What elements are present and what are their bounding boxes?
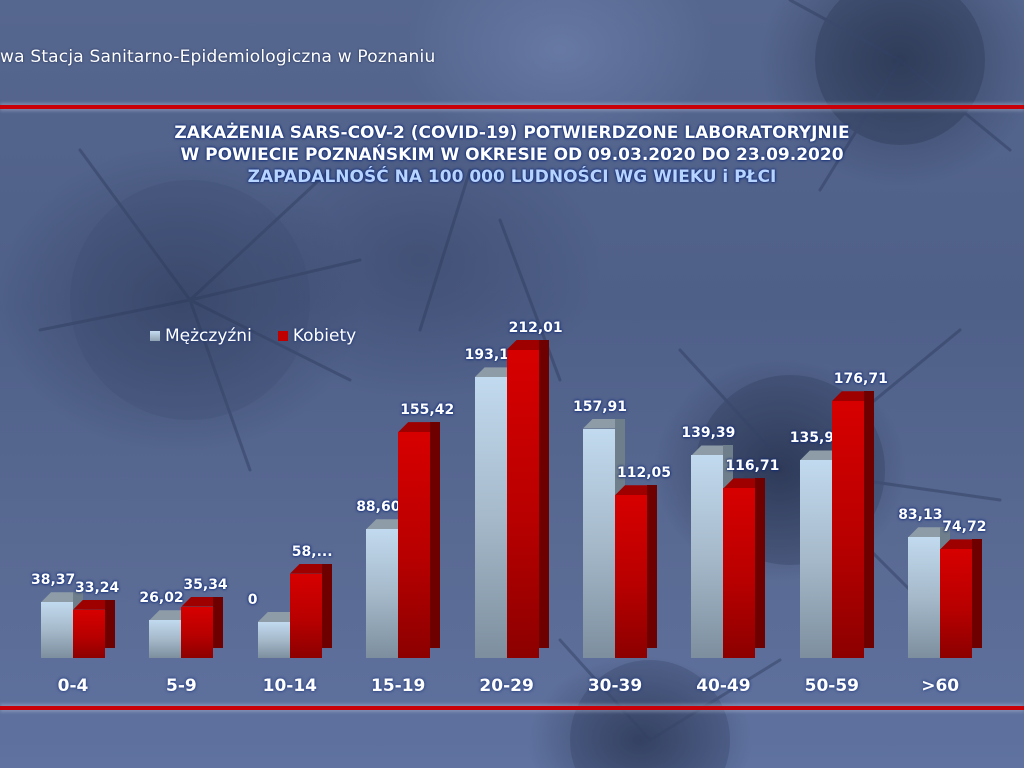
bar-male-20-29 — [474, 367, 517, 658]
data-label: 155,42 — [400, 402, 455, 419]
bar-male-50-59 — [799, 450, 842, 658]
top-divider — [0, 105, 1024, 109]
chart-subtitle: ZAPADALNOŚĆ NA 100 000 LUDNOŚCI WG WIEKU… — [247, 167, 777, 187]
institution-header: wa Stacja Sanitarno-Epidemiologiczna w P… — [0, 47, 436, 67]
legend-item-female: Kobiety — [277, 326, 357, 346]
data-label: 33,24 — [75, 579, 120, 596]
data-label: 116,71 — [725, 458, 780, 475]
bar-female->60 — [940, 539, 983, 658]
bar-female-50-59 — [831, 391, 874, 658]
chart-legend: Mężczyźni Kobiety — [150, 326, 356, 346]
legend-label-male: Mężczyźni — [165, 326, 252, 346]
data-label: 139,39 — [681, 425, 736, 442]
female-swatch-icon — [277, 331, 288, 341]
bar-male->60 — [908, 527, 951, 658]
x-axis-label: 0-4 — [57, 676, 89, 696]
bottom-divider — [0, 706, 1024, 710]
x-axis-label: >60 — [921, 676, 960, 696]
legend-item-male: Mężczyźni — [150, 326, 252, 346]
x-axis-label: 40-49 — [696, 676, 751, 696]
bar-female-20-29 — [506, 339, 549, 658]
x-axis-label: 15-19 — [371, 676, 426, 696]
data-label: 193,15 — [464, 347, 519, 364]
x-axis-label: 30-39 — [587, 676, 643, 696]
x-axis-label: 20-29 — [479, 676, 534, 696]
data-label: 0 — [247, 592, 258, 608]
bar-male-10-14 — [257, 612, 300, 658]
legend-label-female: Kobiety — [292, 326, 357, 346]
bar-male-40-49 — [691, 445, 734, 658]
data-label: 212,01 — [508, 319, 563, 336]
data-label: 38,37 — [31, 572, 76, 589]
bar-female-5-9 — [181, 596, 224, 658]
bar-female-15-19 — [398, 422, 441, 658]
data-label: 176,71 — [833, 371, 888, 388]
chart-title-line-2: W POWIECIE POZNAŃSKIM W OKRESIE OD 09.03… — [180, 145, 844, 165]
data-label: 83,13 — [898, 507, 943, 524]
data-label: 26,02 — [139, 590, 184, 607]
data-label: 157,91 — [573, 398, 628, 415]
bar-male-30-39 — [583, 418, 625, 658]
data-label: 58,... — [291, 543, 333, 560]
bar-female-30-39 — [615, 485, 657, 658]
male-swatch-icon — [150, 331, 160, 341]
bar-female-10-14 — [289, 563, 332, 658]
bar-male-0-4 — [41, 592, 83, 658]
x-axis-label: 50-59 — [804, 676, 859, 696]
x-axis-label: 5-9 — [166, 676, 197, 696]
bar-male-5-9 — [149, 610, 192, 658]
data-label: 88,60 — [356, 499, 401, 516]
chart-title-line-1: ZAKAŻENIA SARS-COV-2 (COVID-19) POTWIERD… — [174, 123, 850, 143]
data-label: 135,95 — [789, 430, 844, 447]
bar-male-15-19 — [366, 519, 409, 658]
bar-female-0-4 — [73, 599, 115, 658]
bar-female-40-49 — [723, 478, 766, 658]
data-label: 74,72 — [942, 519, 987, 536]
data-label: 35,34 — [183, 576, 228, 593]
data-label: 112,05 — [617, 465, 672, 482]
x-axis-label: 10-14 — [262, 676, 317, 696]
